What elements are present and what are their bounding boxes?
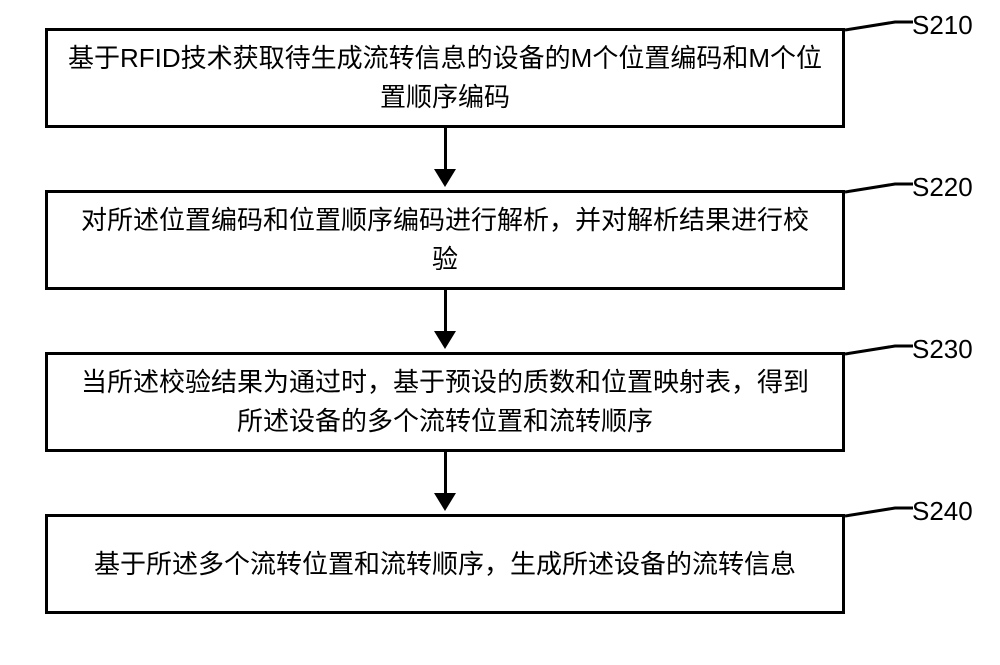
step-box-s240: 基于所述多个流转位置和流转顺序，生成所述设备的流转信息 <box>45 514 845 614</box>
flow-arrow <box>434 290 456 349</box>
step-text: 基于RFID技术获取待生成流转信息的设备的M个位置编码和M个位置顺序编码 <box>68 39 822 117</box>
arrow-line <box>444 452 447 494</box>
step-text: 对所述位置编码和位置顺序编码进行解析，并对解析结果进行校验 <box>81 201 809 279</box>
step-label-s220: S220 <box>912 172 973 203</box>
arrow-line <box>444 290 447 332</box>
arrow-head-icon <box>434 493 456 511</box>
arrow-head-icon <box>434 169 456 187</box>
step-text: 当所述校验结果为通过时，基于预设的质数和位置映射表，得到所述设备的多个流转位置和… <box>81 363 809 441</box>
flowchart-canvas: 基于RFID技术获取待生成流转信息的设备的M个位置编码和M个位置顺序编码 S210… <box>0 0 1000 665</box>
arrow-line <box>444 128 447 170</box>
step-label-s230: S230 <box>912 334 973 365</box>
step-box-s210: 基于RFID技术获取待生成流转信息的设备的M个位置编码和M个位置顺序编码 <box>45 28 845 128</box>
flow-arrow <box>434 452 456 511</box>
step-box-s220: 对所述位置编码和位置顺序编码进行解析，并对解析结果进行校验 <box>45 190 845 290</box>
step-label-s240: S240 <box>912 496 973 527</box>
step-label-s210: S210 <box>912 10 973 41</box>
flow-arrow <box>434 128 456 187</box>
arrow-head-icon <box>434 331 456 349</box>
step-text: 基于所述多个流转位置和流转顺序，生成所述设备的流转信息 <box>94 545 796 584</box>
step-box-s230: 当所述校验结果为通过时，基于预设的质数和位置映射表，得到所述设备的多个流转位置和… <box>45 352 845 452</box>
